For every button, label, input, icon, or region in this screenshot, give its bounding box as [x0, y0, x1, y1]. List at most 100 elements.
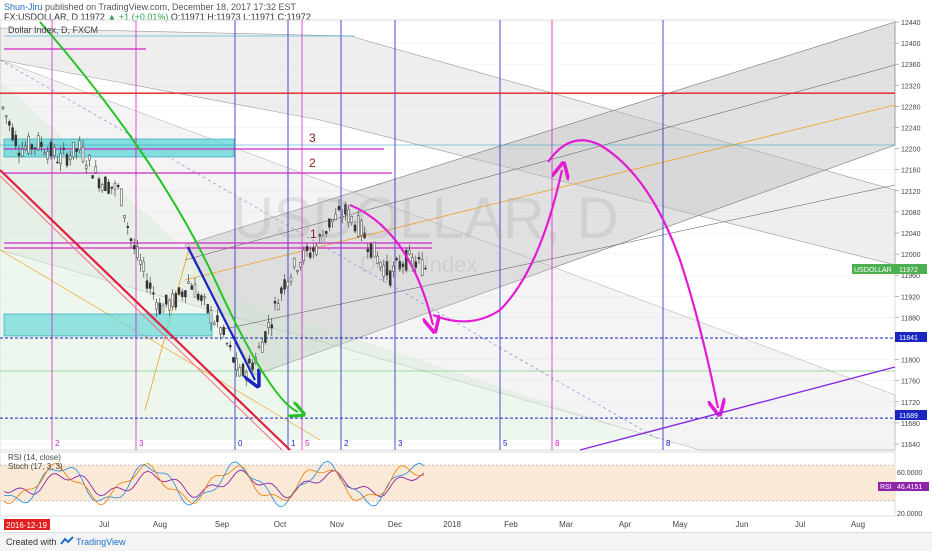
magenta-arc-arrow	[547, 139, 718, 408]
x-tick-label: 2018	[443, 520, 461, 529]
candle-body	[257, 346, 261, 349]
candle-body	[65, 154, 69, 166]
level-tag-11689: 11689	[899, 413, 918, 420]
candle-body	[136, 246, 139, 258]
date-badge: 2016-12-19	[6, 521, 47, 530]
candle-body	[222, 326, 226, 335]
x-tick-label: Mar	[559, 520, 573, 529]
candle-body	[264, 331, 267, 343]
y-tick-label: 12440	[901, 20, 921, 27]
candle-body	[392, 265, 395, 272]
candle-body	[110, 186, 114, 189]
stoch-label: Stoch (17, 3, 3)	[8, 462, 63, 471]
x-tick-label: Sep	[215, 520, 230, 529]
created-with-label: Created with	[6, 537, 57, 547]
candle-body	[366, 248, 370, 252]
y-tick-label: 12360	[901, 62, 921, 69]
orange-diag-line	[0, 249, 321, 441]
candle-body	[145, 280, 149, 289]
y-tick-label: 12000	[901, 252, 921, 259]
candle-body	[296, 270, 299, 273]
magenta-projection-path	[432, 170, 562, 323]
candle-body	[414, 261, 418, 268]
candle-body	[276, 303, 280, 310]
price-tag-symbol: USDOLLAR	[854, 267, 892, 274]
candle-body	[344, 204, 347, 215]
candle-body	[260, 341, 264, 353]
candle-body	[62, 147, 66, 150]
candle-body	[424, 267, 427, 270]
candle-body	[308, 252, 312, 258]
tradingview-logo-icon[interactable]	[60, 536, 74, 546]
candle-body	[97, 178, 101, 189]
y-tick-label: 11760	[901, 379, 920, 386]
x-tick-label: Aug	[153, 520, 167, 529]
price-change: ▲ +1 (+0.01%)	[107, 12, 169, 22]
candle-body	[17, 152, 21, 156]
magenta-drop-arrow	[349, 203, 433, 325]
candle-body	[353, 224, 357, 232]
candle-body	[228, 345, 232, 348]
candle-body	[369, 243, 373, 258]
candle-body	[395, 258, 398, 261]
candle-body	[273, 301, 277, 304]
resistance-label-3: 3	[309, 131, 316, 145]
candle-body	[363, 232, 366, 239]
y-tick-label: 11800	[901, 358, 920, 365]
cycle-label: 2	[344, 439, 349, 448]
candle-body	[225, 342, 229, 345]
candle-body	[408, 250, 411, 255]
candle-body	[238, 367, 242, 377]
green-shaded-zone	[0, 80, 660, 440]
candle-body	[235, 358, 238, 371]
candle-body	[155, 302, 158, 310]
candle-body	[78, 140, 82, 150]
candle-body	[337, 206, 341, 211]
cycle-label: 5	[503, 439, 508, 448]
candle-body	[305, 245, 309, 252]
chart-canvas[interactable]: USDOLLAR, D Dollar Index Dollar Index, D…	[0, 0, 932, 532]
candle-body	[283, 279, 286, 290]
candle-body	[161, 304, 165, 313]
stoch-d-line	[3, 462, 425, 506]
candle-body	[158, 302, 162, 314]
candle-body	[292, 257, 296, 268]
x-tick-label: Feb	[504, 520, 518, 529]
candle-body	[376, 255, 379, 264]
candle-body	[148, 282, 152, 289]
candle-body	[107, 181, 110, 194]
rsi-tag-box	[878, 482, 895, 491]
date-badge-box	[4, 519, 50, 530]
candle-body	[388, 270, 392, 286]
candle-body	[177, 287, 181, 295]
tradingview-brand[interactable]: TradingView	[76, 537, 126, 547]
candle-body	[1, 106, 5, 109]
green-trend-arrow	[39, 21, 298, 412]
y-tick-label: 11920	[901, 294, 920, 301]
level-tag-11841-box	[895, 332, 927, 342]
candle-body	[59, 152, 62, 164]
candle-body	[356, 215, 360, 237]
candle-body	[168, 299, 171, 311]
candle-body	[8, 121, 11, 126]
purple-rising-support	[579, 366, 896, 451]
quote-line: FX:USDOLLAR, D 11972 ▲ +1 (+0.01%) O:119…	[4, 12, 311, 22]
author-name[interactable]: Shun-Jiru	[4, 2, 43, 12]
candle-body	[420, 259, 424, 276]
candle-body	[331, 219, 334, 223]
candle-body	[417, 256, 421, 260]
time-axis: Jul Aug Sep Oct Nov Dec 2018 Feb Mar Apr May Jun Jul…	[99, 520, 865, 529]
candle-body	[360, 220, 363, 236]
candle-body	[212, 322, 216, 325]
candle-body	[347, 209, 350, 223]
candle-body	[318, 234, 322, 237]
pitchfork-inner-2	[219, 184, 896, 331]
y-tick-label: 12280	[901, 104, 921, 111]
candle-body	[280, 287, 283, 294]
candle-body	[120, 188, 123, 207]
candle-body	[164, 294, 168, 305]
x-tick-label: Jul	[795, 520, 805, 529]
x-tick-label: May	[672, 520, 687, 529]
watermark-name: Dollar Index	[360, 252, 477, 277]
publish-info: Shun-Jiru published on TradingView.com, …	[4, 2, 296, 12]
